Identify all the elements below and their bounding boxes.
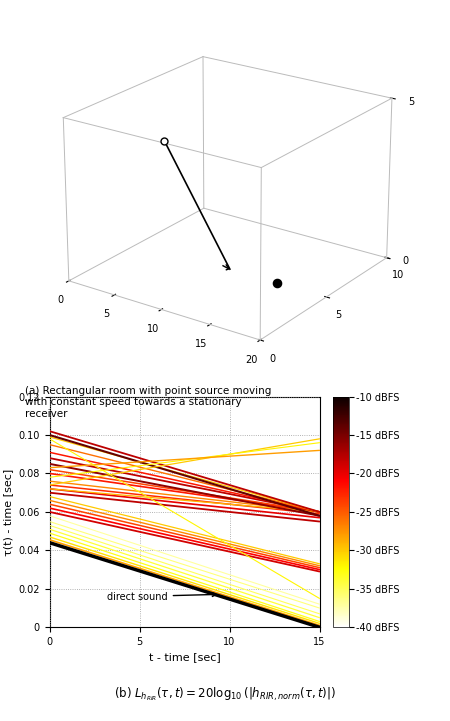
X-axis label: t - time [sec]: t - time [sec] — [148, 653, 220, 663]
Y-axis label: τ(t) - time [sec]: τ(t) - time [sec] — [3, 468, 13, 556]
Text: (a) Rectangular room with point source moving
with constant speed towards a stat: (a) Rectangular room with point source m… — [25, 386, 271, 419]
Text: (b) $L_{h_{RIR}}(\tau,t) = 20\log_{10}(|h_{RIR,norm}(\tau,t)|)$: (b) $L_{h_{RIR}}(\tau,t) = 20\log_{10}(|… — [114, 686, 336, 703]
Text: direct sound: direct sound — [107, 591, 216, 601]
